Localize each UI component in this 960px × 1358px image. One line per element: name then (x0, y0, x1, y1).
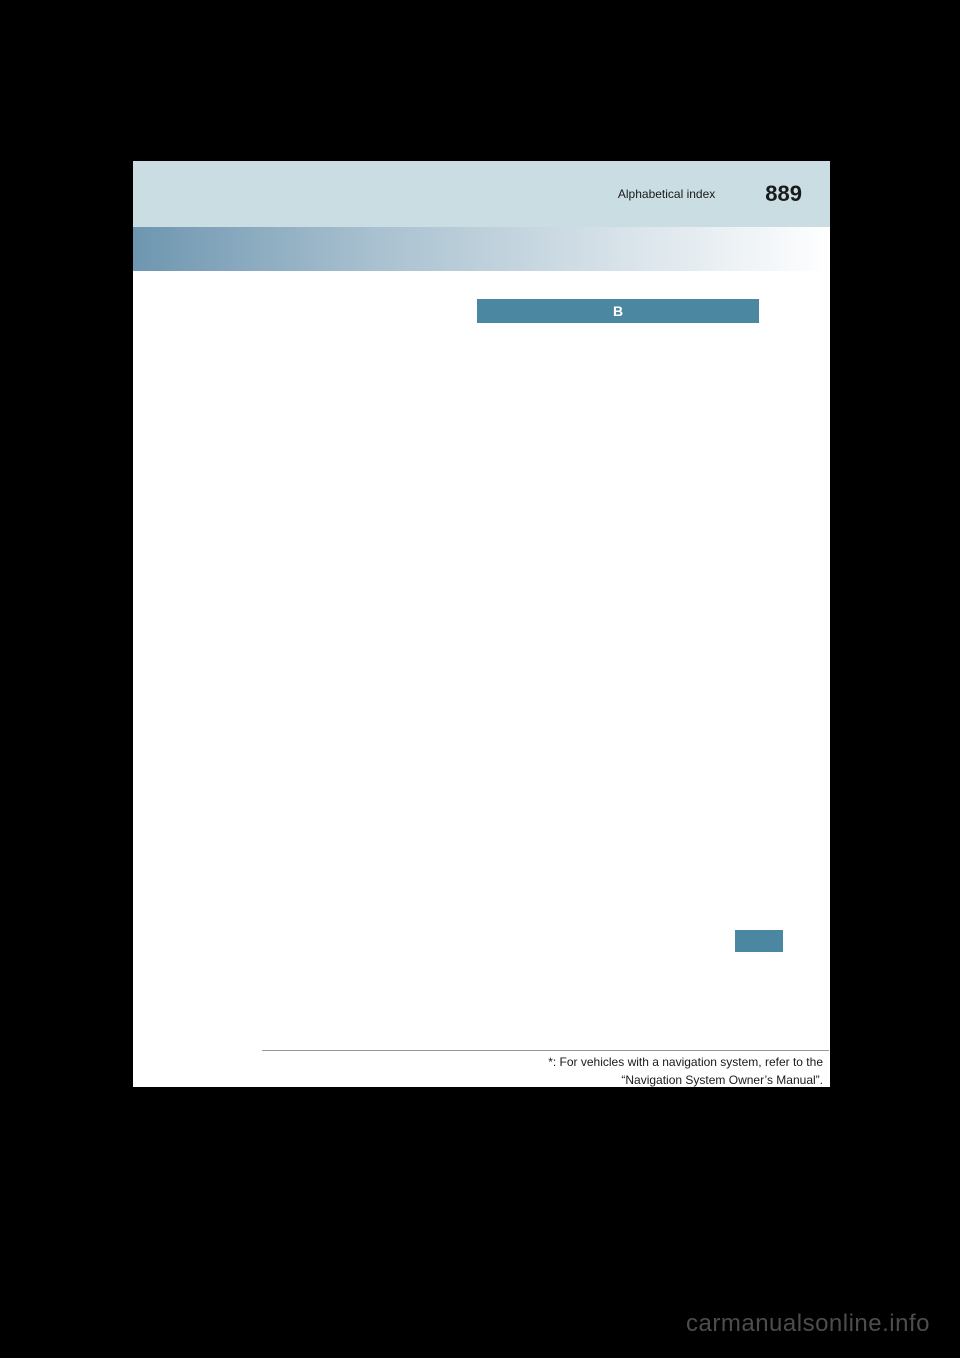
gradient-bar (133, 227, 830, 271)
section-label: Alphabetical index (618, 187, 715, 201)
footnote-line: “Navigation System Owner’s Manual”. (262, 1071, 823, 1089)
footnote: *: For vehicles with a navigation system… (262, 1050, 829, 1087)
manual-page: Alphabetical index 889 B *: For vehicles… (133, 161, 830, 1087)
header-bar: Alphabetical index 889 (133, 161, 830, 227)
page-number: 889 (765, 181, 802, 207)
watermark: carmanualsonline.info (0, 1310, 960, 1338)
footnote-line: *: For vehicles with a navigation system… (262, 1053, 823, 1071)
letter-tab: B (477, 299, 759, 323)
side-tab (735, 930, 783, 952)
